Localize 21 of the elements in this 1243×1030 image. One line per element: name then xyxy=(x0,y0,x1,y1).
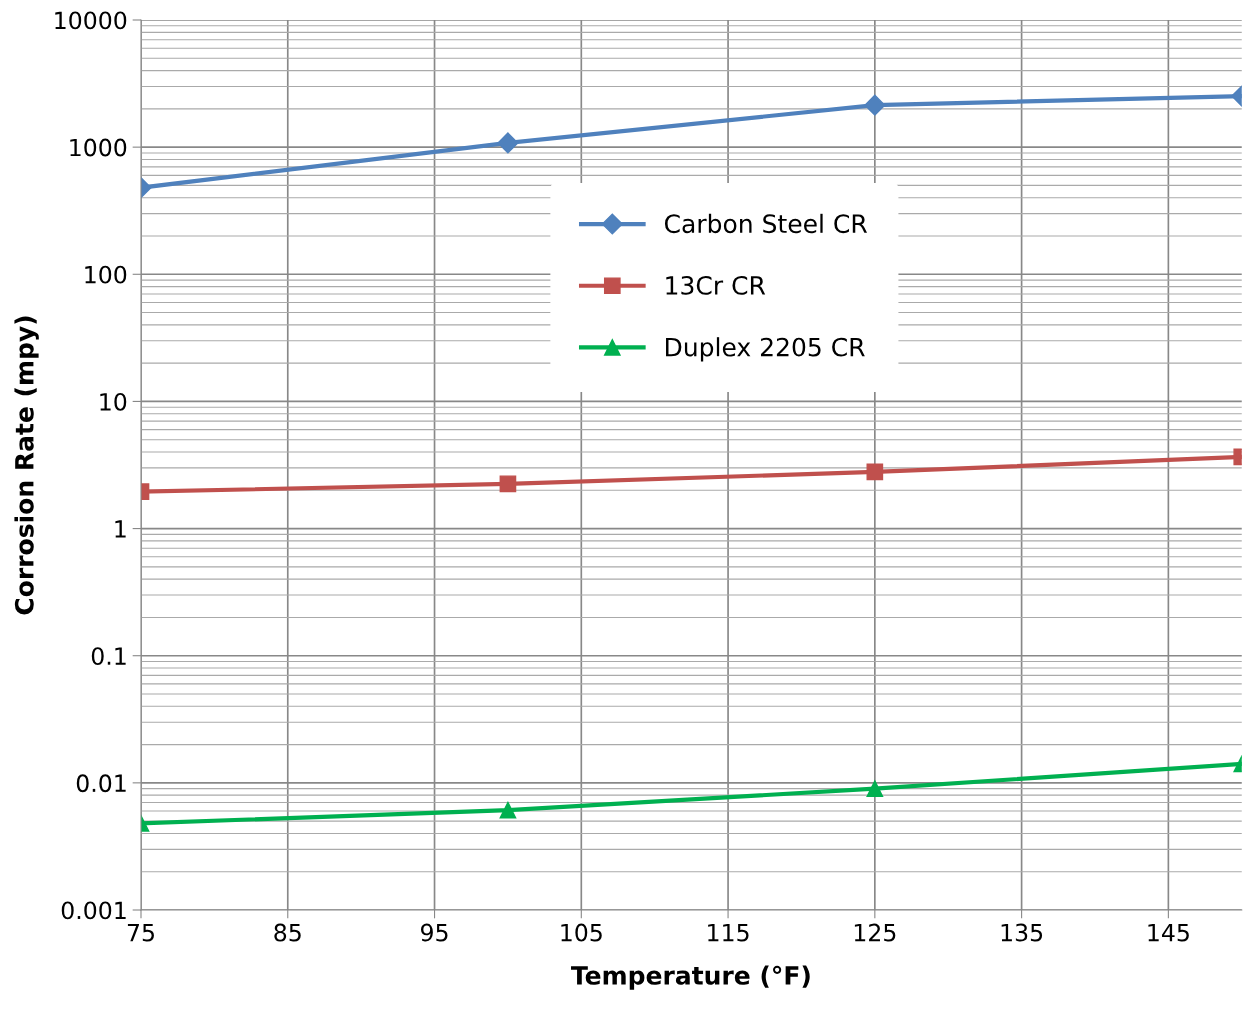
y-tick-label: 100 xyxy=(85,265,127,284)
y-tick-label: 0.01 xyxy=(76,774,126,793)
y-tick-label: 1 xyxy=(115,520,126,538)
x-tick-label: 115 xyxy=(708,923,749,942)
legend-label: Carbon Steel CR xyxy=(664,213,868,234)
y-axis-title: Corrosion Rate (mpy) xyxy=(14,316,39,615)
x-tick-label: 135 xyxy=(1001,923,1043,942)
y-tick-label: 0.1 xyxy=(91,647,126,666)
y-tick-label: 10 xyxy=(100,392,127,411)
x-axis-title: Temperature (°F) xyxy=(571,965,810,990)
x-tick-label: 85 xyxy=(274,923,301,942)
legend-label: 13Cr CR xyxy=(666,275,766,295)
x-tick-label: 145 xyxy=(1148,923,1189,942)
y-tick-label: 0.001 xyxy=(61,901,126,920)
y-tick-label: 1000 xyxy=(70,138,127,157)
x-tick-label: 125 xyxy=(854,923,896,942)
legend-label: Duplex 2205 CR xyxy=(666,337,865,362)
y-tick-label: 10000 xyxy=(55,11,127,30)
x-tick-label: 95 xyxy=(421,923,448,942)
x-tick-label: 75 xyxy=(127,923,154,942)
x-tick-label: 105 xyxy=(561,923,602,942)
